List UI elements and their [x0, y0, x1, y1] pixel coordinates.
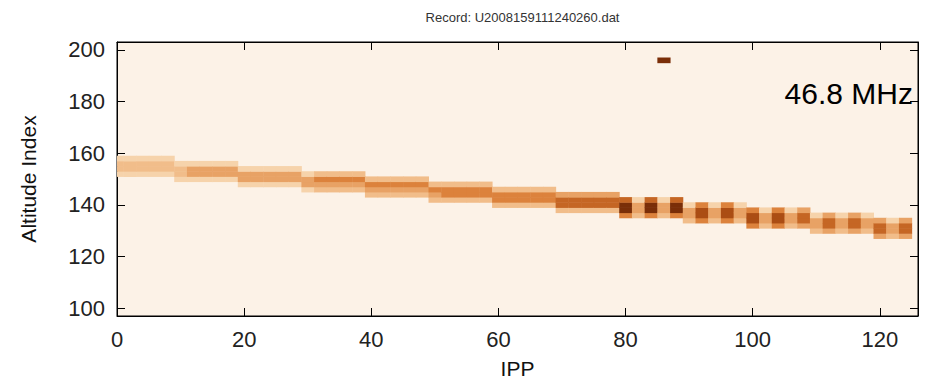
- svg-text:60: 60: [486, 327, 510, 352]
- svg-text:120: 120: [68, 244, 105, 269]
- svg-text:80: 80: [613, 327, 637, 352]
- svg-text:IPP: IPP: [501, 357, 535, 380]
- svg-text:40: 40: [359, 327, 383, 352]
- svg-text:20: 20: [232, 327, 256, 352]
- svg-text:180: 180: [68, 89, 105, 114]
- svg-text:Record: U2008159111240260.dat: Record: U2008159111240260.dat: [426, 10, 620, 25]
- svg-text:140: 140: [68, 192, 105, 217]
- svg-text:200: 200: [68, 37, 105, 62]
- svg-text:Altitude Index: Altitude Index: [17, 115, 40, 243]
- svg-text:0: 0: [111, 327, 123, 352]
- svg-text:160: 160: [68, 141, 105, 166]
- svg-text:100: 100: [734, 327, 771, 352]
- svg-text:100: 100: [68, 296, 105, 321]
- svg-text:120: 120: [861, 327, 898, 352]
- svg-text:46.8 MHz: 46.8 MHz: [785, 77, 913, 110]
